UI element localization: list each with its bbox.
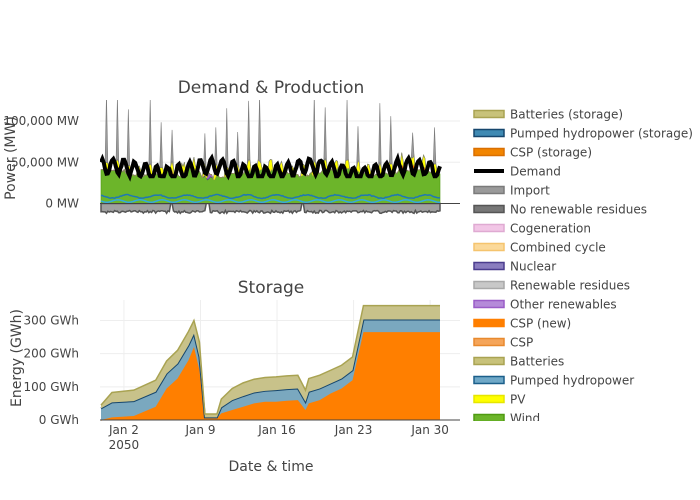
legend-swatch — [473, 375, 505, 385]
series-pumped-hydropower-storage — [100, 193, 441, 200]
legend-item[interactable]: Batteries (storage) — [473, 108, 623, 122]
legend-label: Nuclear — [510, 260, 556, 274]
legend-swatch — [473, 185, 505, 195]
legend-item[interactable]: CSP — [473, 336, 533, 350]
legend-item[interactable]: Combined cycle — [473, 241, 606, 255]
storage-plot-area — [100, 304, 440, 421]
legend-swatch — [473, 147, 505, 157]
legend-swatch — [473, 204, 505, 214]
production-y-axis-title: Power (MW) — [3, 116, 19, 200]
legend-label: No renewable residues — [510, 203, 647, 217]
series-batteries-storage — [100, 199, 441, 204]
storage-x-tick-label: Jan 9 — [185, 423, 216, 437]
storage-y-tick-label: 300 GWh — [24, 314, 80, 328]
storage-series-pumped-hydropower — [101, 319, 440, 420]
production-chart-title: Demand & Production — [178, 78, 365, 98]
storage-y-ticks: 0 GWh 100 GWh 200 GWh 300 GWh — [24, 314, 80, 428]
legend-item[interactable]: Pumped hydropower — [473, 374, 634, 388]
legend-label: PV — [510, 393, 526, 407]
legend-scroll-clip — [470, 421, 700, 500]
legend-item[interactable]: Import — [473, 184, 550, 198]
legend-item[interactable]: Cogeneration — [473, 222, 591, 236]
production-grid — [100, 120, 460, 163]
legend-label: Pumped hydropower — [510, 374, 634, 388]
legend-label: Batteries (storage) — [510, 108, 623, 122]
legend-swatch — [473, 318, 505, 328]
legend-item[interactable]: PV — [473, 393, 526, 407]
legend-item[interactable]: Pumped hydropower (storage) — [473, 127, 693, 141]
legend-label: Batteries — [510, 355, 564, 369]
series-demand — [100, 152, 442, 182]
storage-x-tick-label: Jan 16 — [257, 423, 296, 437]
storage-chart: Storage Energy (GWh) 0 GWh 100 GWh 200 GWh… — [9, 278, 460, 475]
legend-label: CSP (storage) — [510, 146, 592, 160]
legend-swatch — [473, 299, 505, 309]
legend-swatch — [473, 356, 505, 366]
production-y-tick-label: 0 MW — [45, 197, 79, 211]
legend-label: Demand — [510, 165, 561, 179]
legend-swatch — [473, 128, 505, 138]
legend-label: Other renewables — [510, 298, 617, 312]
legend-swatch — [473, 280, 505, 290]
legend-label: Cogeneration — [510, 222, 591, 236]
legend-item[interactable]: Renewable residues — [473, 279, 630, 293]
storage-x-tick-label: Jan 2 — [108, 423, 139, 437]
storage-series-batteries-line — [100, 304, 440, 415]
storage-series-batteries — [101, 305, 440, 418]
legend-swatch — [473, 242, 505, 252]
storage-x-tick-label: Jan 30 — [410, 423, 449, 437]
storage-y-tick-label: 0 GWh — [39, 413, 79, 427]
storage-y-tick-label: 100 GWh — [24, 380, 80, 394]
series-no-renewable-residues — [100, 202, 441, 215]
storage-series-csp-new — [101, 332, 440, 420]
production-chart: Demand & Production Power (MW) 0 MW 50,00… — [3, 78, 460, 215]
legend-label: CSP — [510, 336, 533, 350]
legend-item[interactable]: Demand — [474, 165, 561, 179]
storage-x-tick-label: Jan 23 — [334, 423, 373, 437]
legend-item[interactable]: No renewable residues — [473, 203, 647, 217]
storage-chart-title: Storage — [238, 278, 305, 298]
legend-swatch — [473, 394, 505, 404]
production-y-tick-label: 50,000 MW — [11, 155, 79, 169]
legend: Batteries (storage) Pumped hydropower (st… — [470, 108, 700, 500]
legend-swatch — [473, 223, 505, 233]
legend-label: Combined cycle — [510, 241, 606, 255]
production-y-ticks: 0 MW 50,000 MW 100,000 MW — [3, 114, 79, 211]
production-plot-area — [100, 100, 442, 215]
legend-item[interactable]: Batteries — [473, 355, 564, 369]
storage-x-tick-sublabel: 2050 — [109, 438, 140, 452]
storage-y-axis-title: Energy (GWh) — [9, 309, 25, 407]
legend-label: Renewable residues — [510, 279, 630, 293]
legend-swatch — [473, 337, 505, 347]
production-y-tick-label: 100,000 MW — [3, 114, 79, 128]
storage-x-axis-title: Date & time — [229, 459, 314, 475]
legend-item[interactable]: CSP (new) — [473, 317, 571, 331]
storage-y-tick-label: 200 GWh — [24, 347, 80, 361]
legend-item[interactable]: Other renewables — [473, 298, 617, 312]
legend-swatch — [473, 413, 505, 423]
legend-swatch — [473, 261, 505, 271]
legend-item[interactable]: CSP (storage) — [473, 146, 592, 160]
legend-item[interactable]: Nuclear — [473, 260, 556, 274]
legend-label: Import — [510, 184, 550, 198]
legend-swatch — [473, 109, 505, 119]
legend-label: Pumped hydropower (storage) — [510, 127, 693, 141]
legend-label: CSP (new) — [510, 317, 571, 331]
